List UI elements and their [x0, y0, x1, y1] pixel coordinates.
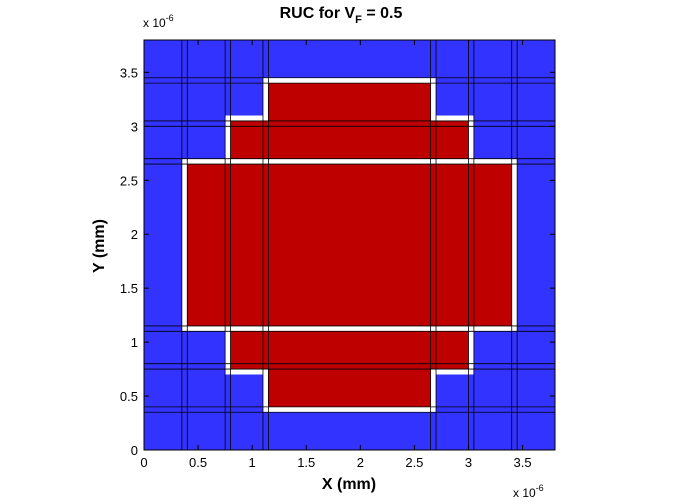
x-tick-label: 3 [465, 455, 472, 470]
x-multiplier-base: x 10 [513, 486, 536, 500]
x-tick-label: 3.5 [514, 455, 532, 470]
fiber-lower-row [230, 331, 469, 370]
x-tick-label: 2 [357, 455, 364, 470]
chart-title-suffix: = 0.5 [362, 5, 403, 22]
x-multiplier: x 10-6 [513, 483, 544, 500]
y-tick-label: 1.5 [120, 281, 138, 296]
y-axis-label: Y (mm) [91, 219, 108, 273]
chart-title: RUC for VF = 0.5 [280, 5, 403, 26]
y-tick-label: 3.5 [120, 65, 138, 80]
chart-title-subscript: F [355, 14, 362, 26]
fiber-top-row [268, 83, 431, 121]
x-tick-labels: 0 0.5 1 1.5 2 2.5 3 3.5 [140, 455, 531, 470]
x-tick-label: 0 [140, 455, 147, 470]
axes-box [143, 39, 556, 451]
y-multiplier: x 10-6 [143, 13, 174, 30]
y-tick-labels: 0 0.5 1 1.5 2 2.5 3 3.5 [120, 65, 138, 458]
y-tick-label: 2.5 [120, 173, 138, 188]
fiber-center-band [187, 164, 512, 326]
y-tick-label: 1 [131, 335, 138, 350]
fiber-upper-row [230, 120, 469, 159]
fiber-bottom-row [268, 369, 431, 407]
x-multiplier-exponent: -6 [536, 483, 544, 493]
x-tick-label: 0.5 [189, 455, 207, 470]
y-tick-label: 0 [131, 443, 138, 458]
y-tick-label: 2 [131, 227, 138, 242]
x-tick-label: 2.5 [405, 455, 423, 470]
y-multiplier-base: x 10 [143, 16, 166, 30]
y-tick-label: 3 [131, 119, 138, 134]
x-tick-label: 1.5 [297, 455, 315, 470]
y-multiplier-exponent: -6 [166, 13, 174, 23]
plot-area [143, 39, 556, 451]
y-tick-label: 0.5 [120, 389, 138, 404]
x-tick-label: 1 [249, 455, 256, 470]
chart-title-prefix: RUC for V [280, 5, 356, 22]
x-axis-label: X (mm) [322, 476, 376, 493]
